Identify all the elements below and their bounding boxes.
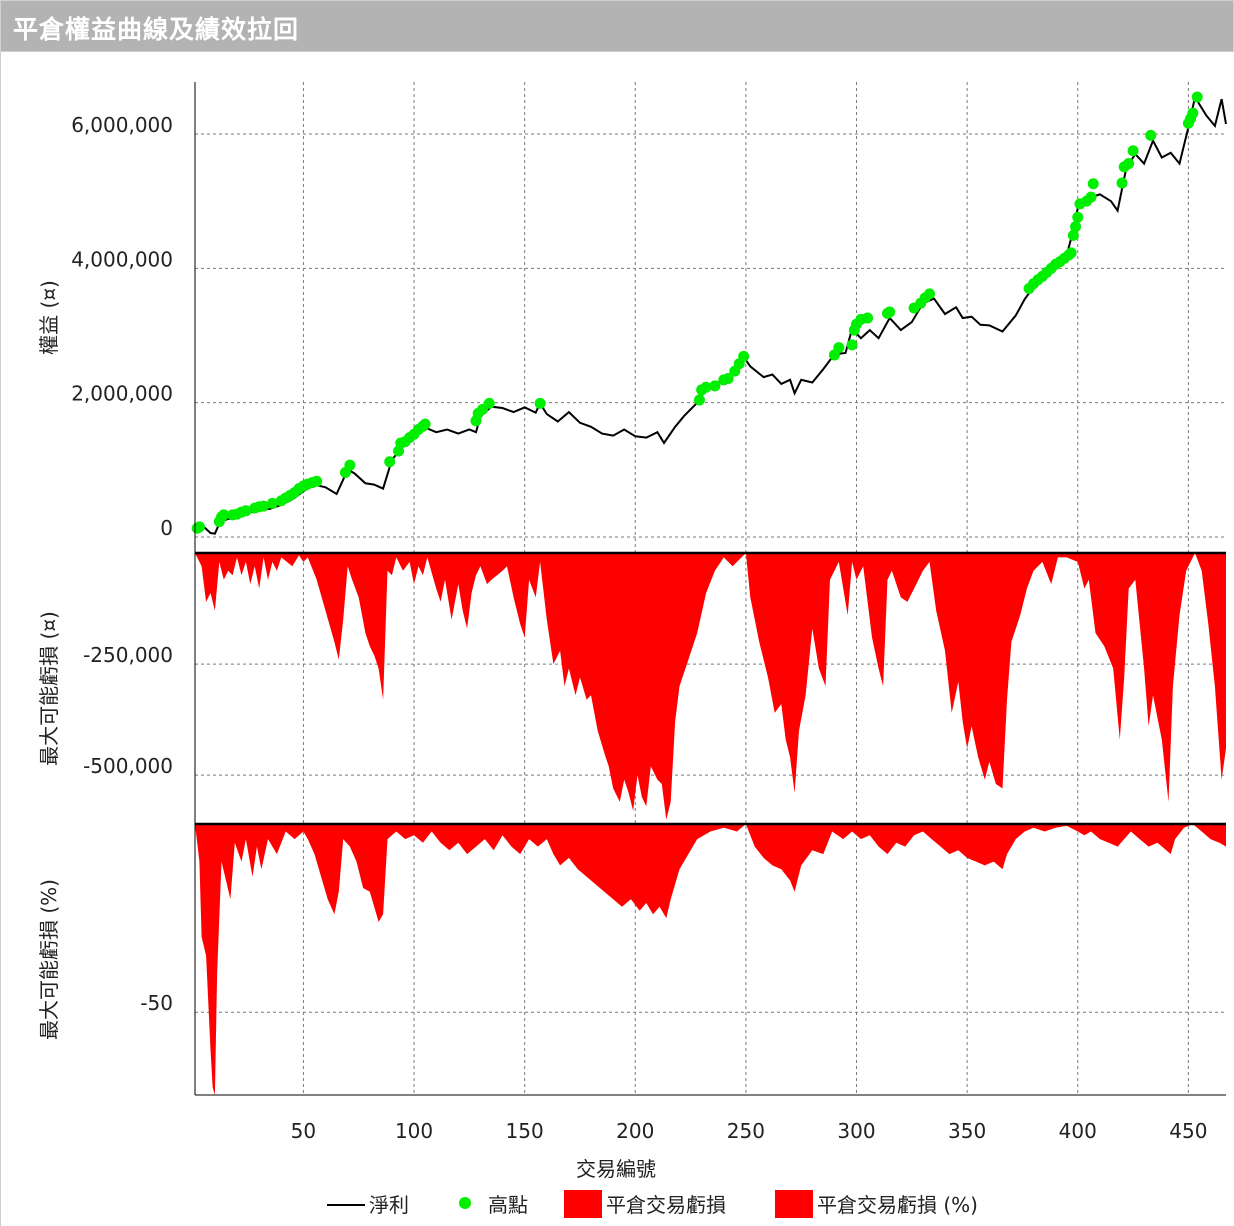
high-point-marker (1127, 145, 1139, 157)
high-point-marker (1072, 211, 1084, 223)
high-point-marker (1067, 229, 1079, 241)
legend-label: 淨利 (369, 1193, 409, 1217)
high-point-marker (1123, 158, 1135, 170)
y-axis-label: 最大可能虧損 (¤) (37, 611, 61, 766)
window-title: 平倉權益曲線及績效拉回 (13, 15, 300, 44)
y-tick-label: 6,000,000 (71, 113, 173, 137)
y-tick-label: -500,000 (83, 754, 173, 778)
high-point-marker (1087, 178, 1099, 190)
high-point-marker (534, 397, 546, 409)
high-point-marker (266, 497, 278, 509)
high-point-marker (1070, 221, 1082, 233)
x-tick-label: 50 (291, 1119, 316, 1143)
high-point-marker (700, 381, 712, 393)
high-point-marker (1116, 177, 1128, 189)
legend-dot-swatch (459, 1197, 471, 1209)
high-point-marker (1085, 191, 1097, 203)
high-point-marker (738, 350, 750, 362)
x-tick-label: 150 (506, 1119, 544, 1143)
legend-label: 高點 (488, 1193, 528, 1217)
high-point-marker (693, 394, 705, 406)
high-point-marker (709, 380, 721, 392)
chart-frame (0, 52, 1234, 1226)
high-point-marker (258, 500, 270, 512)
high-point-marker (833, 342, 845, 354)
high-point-marker (846, 339, 858, 351)
y-tick-label: 4,000,000 (71, 247, 173, 271)
x-tick-label: 200 (616, 1119, 654, 1143)
drawdown-area (195, 553, 1226, 820)
x-tick-label: 350 (948, 1119, 986, 1143)
x-tick-label: 450 (1169, 1119, 1207, 1143)
legend-box-swatch (775, 1190, 813, 1218)
high-point-marker (884, 306, 896, 318)
high-point-marker (1065, 247, 1077, 259)
y-tick-label: 2,000,000 (71, 382, 173, 406)
high-point-marker (1187, 107, 1199, 119)
high-point-marker (193, 521, 205, 533)
high-point-marker (311, 475, 323, 487)
y-axis-label: 權益 (¤) (37, 280, 61, 355)
x-tick-label: 250 (727, 1119, 765, 1143)
x-tick-label: 300 (837, 1119, 875, 1143)
high-point-marker (862, 312, 874, 324)
high-point-marker (240, 505, 252, 517)
x-axis-label: 交易編號 (576, 1157, 656, 1181)
legend-label: 平倉交易虧損 (%) (817, 1193, 978, 1217)
high-point-marker (1145, 129, 1157, 141)
title-bar: 平倉權益曲線及績效拉回 (0, 0, 1234, 52)
y-tick-label: -250,000 (83, 643, 173, 667)
y-axis-label: 最大可能虧損 (%) (37, 879, 61, 1040)
legend-label: 平倉交易虧損 (606, 1193, 726, 1217)
y-tick-label: -50 (140, 991, 173, 1015)
high-point-marker (344, 459, 356, 471)
high-point-marker (419, 418, 431, 430)
x-tick-label: 400 (1059, 1119, 1097, 1143)
high-point-marker (924, 288, 936, 300)
high-point-marker (483, 397, 495, 409)
high-point-marker (722, 372, 734, 384)
high-point-marker (1191, 91, 1203, 103)
legend-box-swatch (564, 1190, 602, 1218)
x-tick-label: 100 (395, 1119, 433, 1143)
y-tick-label: 0 (160, 516, 173, 540)
high-point-marker (218, 509, 230, 521)
high-point-marker (384, 456, 396, 468)
drawdown-area (195, 824, 1226, 1095)
